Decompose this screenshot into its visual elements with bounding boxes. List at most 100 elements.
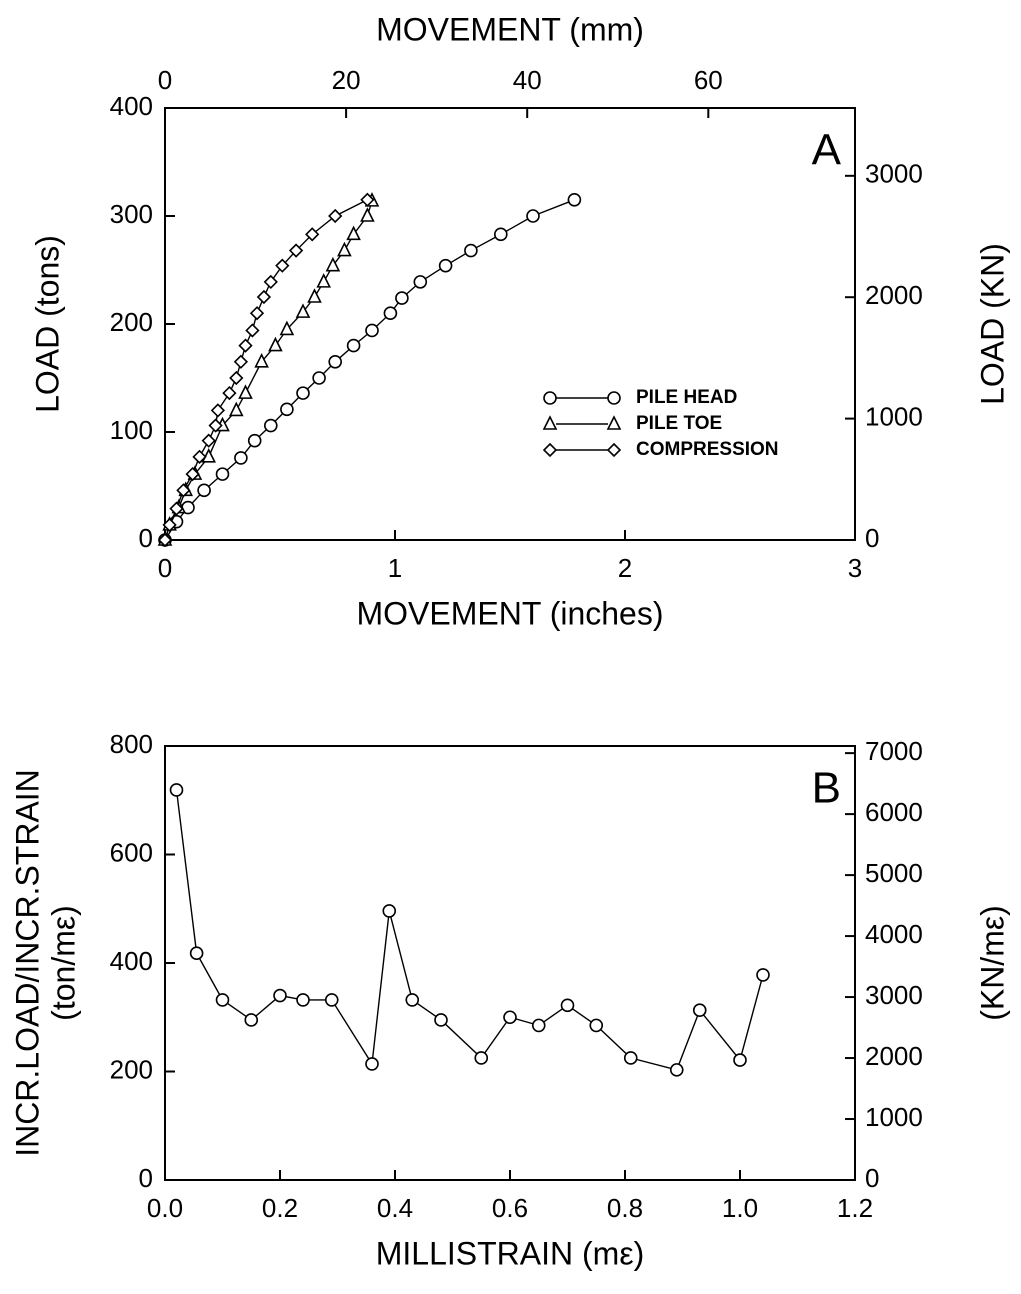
data-point (233, 354, 249, 369)
x-tick-label: 0.6 (492, 1193, 528, 1223)
data-point (185, 466, 200, 482)
data-point (316, 273, 331, 288)
legend-marker (542, 415, 558, 430)
data-point (305, 227, 320, 242)
data-point (275, 258, 290, 273)
y-tick-label: 400 (110, 91, 153, 121)
data-point (756, 968, 770, 982)
y-tick-label: 200 (110, 1054, 153, 1084)
data-point (346, 225, 361, 241)
data-point (192, 449, 207, 464)
data-point (531, 1018, 546, 1033)
data-point (493, 227, 508, 242)
data-point (176, 483, 191, 498)
data-point (249, 306, 265, 321)
data-point (383, 306, 398, 321)
data-point (365, 323, 379, 338)
data-point (692, 1003, 707, 1017)
data-point (280, 402, 294, 417)
data-point (222, 385, 237, 401)
y-tick-label: 400 (110, 946, 153, 976)
data-point (215, 467, 230, 481)
x-tick-label: 0 (158, 553, 172, 583)
legend-marker (606, 415, 622, 430)
data-point (382, 904, 397, 918)
data-point (247, 433, 262, 448)
data-point (360, 207, 375, 222)
data-point (395, 291, 409, 305)
legend-marker (606, 442, 622, 458)
data-point (229, 370, 244, 386)
y2-axis-title: LOAD (KN) (974, 243, 1010, 405)
y-tick-label: 200 (110, 307, 153, 337)
data-point (263, 418, 278, 433)
data-point (328, 208, 343, 224)
data-point (295, 303, 311, 318)
data-point (474, 1051, 489, 1065)
data-point (312, 371, 326, 385)
x-tick-label: 1 (388, 553, 402, 583)
data-point (245, 323, 260, 338)
data-point (234, 451, 248, 465)
y-axis-title: (ton/mε) (45, 905, 81, 1021)
data-point (307, 288, 322, 303)
data-point (413, 275, 428, 289)
data-point (263, 274, 278, 290)
x-tick-label: 0.8 (607, 1193, 643, 1223)
y-tick-label: 600 (110, 837, 153, 867)
data-point (189, 946, 204, 961)
series-line (164, 199, 368, 541)
y-tick-label: 0 (139, 523, 153, 553)
data-point (197, 483, 211, 498)
data-point (201, 433, 216, 448)
data-point (567, 193, 582, 207)
x2-axis-title: MOVEMENT (mm) (376, 11, 644, 47)
y-axis-title: LOAD (tons) (29, 235, 65, 413)
data-point (589, 1018, 604, 1033)
y2-tick-label: 1000 (865, 401, 923, 431)
legend-marker (542, 442, 558, 458)
y2-tick-label: 0 (865, 1163, 879, 1193)
data-point (210, 403, 226, 418)
x-tick-label: 0.4 (377, 1193, 413, 1223)
x-tick-label: 0.0 (147, 1193, 183, 1223)
data-point (365, 1057, 379, 1071)
data-point (296, 993, 310, 1007)
series-line (164, 199, 575, 541)
legend-marker (607, 391, 621, 405)
y2-tick-label: 3000 (865, 980, 923, 1010)
data-point (325, 256, 341, 272)
data-point (733, 1053, 747, 1067)
data-point (328, 354, 343, 369)
data-point (162, 517, 177, 533)
x2-tick-label: 40 (513, 65, 542, 95)
data-point (244, 1013, 259, 1027)
x-tick-label: 3 (848, 553, 862, 583)
legend-label: COMPRESSION (636, 439, 779, 460)
plot-frame (164, 107, 856, 541)
y2-tick-label: 2000 (865, 1041, 923, 1071)
data-point (215, 993, 230, 1007)
data-point (279, 320, 295, 336)
x2-tick-label: 20 (332, 65, 361, 95)
data-point (526, 209, 540, 223)
legend-label: PILE HEAD (636, 387, 737, 408)
data-point (337, 241, 352, 257)
legend-label: PILE TOE (636, 413, 722, 434)
data-point (560, 998, 575, 1013)
data-point (273, 988, 287, 1003)
data-point (254, 353, 269, 368)
y2-tick-label: 3000 (865, 159, 923, 189)
data-point (169, 501, 184, 516)
x-tick-label: 2 (618, 553, 632, 583)
data-point (405, 993, 420, 1007)
x-axis-title: MILLISTRAIN (mε) (376, 1235, 645, 1271)
data-point (669, 1063, 684, 1077)
x-tick-label: 1.2 (837, 1193, 873, 1223)
x-tick-label: 0.2 (262, 1193, 298, 1223)
data-point (238, 384, 253, 399)
y-tick-label: 0 (139, 1163, 153, 1193)
data-point (438, 258, 453, 273)
y-axis-title: INCR.LOAD/INCR.STRAIN (9, 769, 45, 1157)
y-tick-label: 300 (110, 199, 153, 229)
